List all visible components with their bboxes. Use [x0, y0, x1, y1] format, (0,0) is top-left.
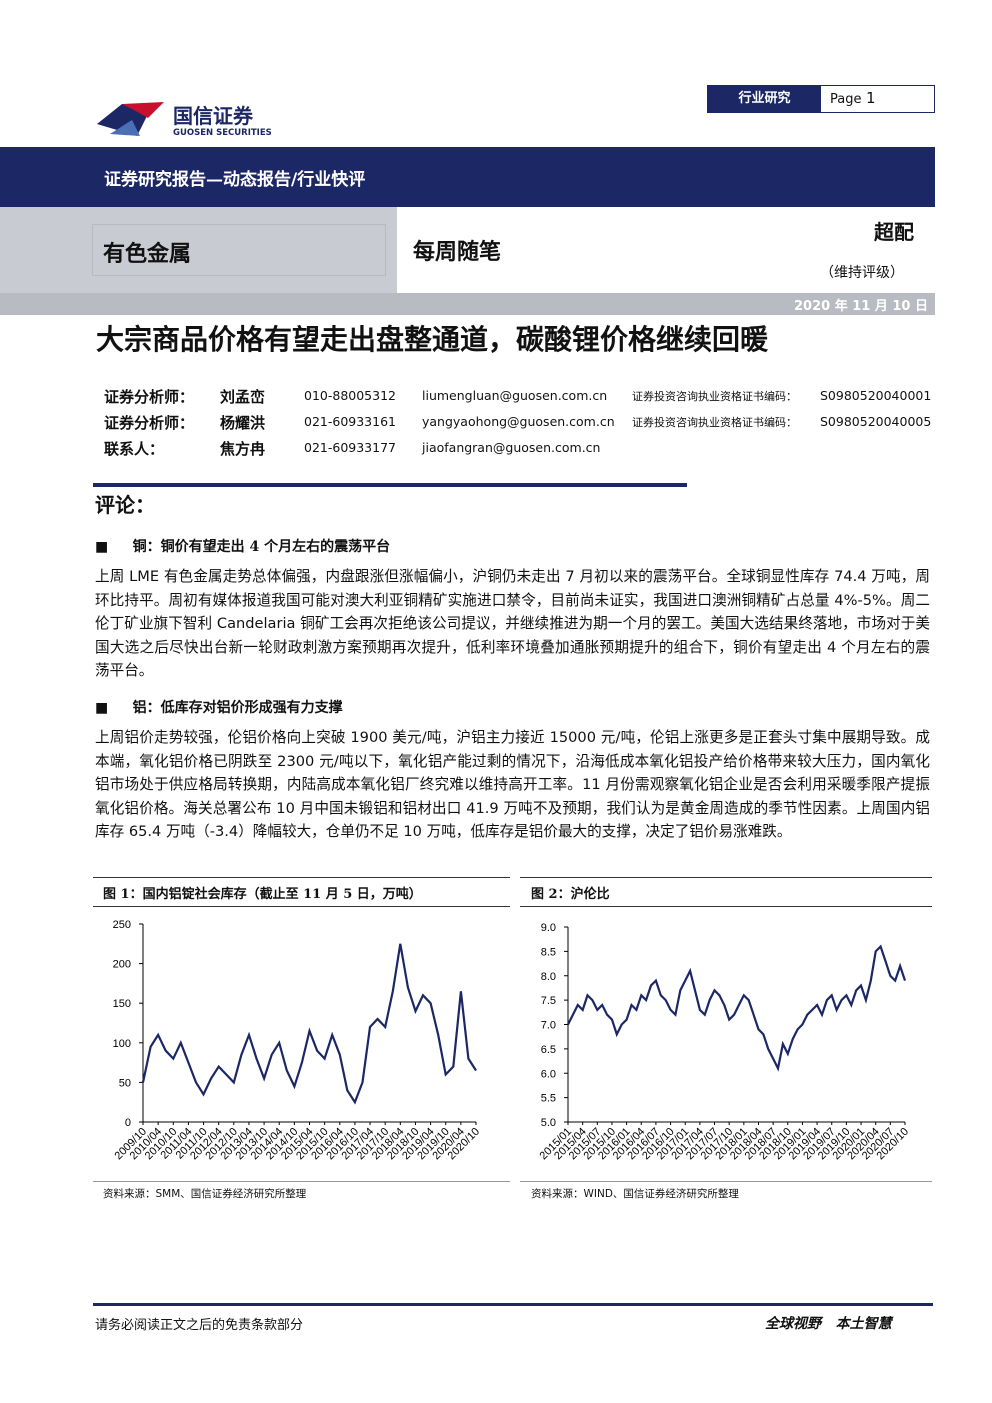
paragraph: 上周 LME 有色金属走势总体偏强，内盘跟涨但涨幅偏小，沪铜仍未走出 7 月初以… [95, 568, 930, 679]
rating: 超配 [874, 220, 914, 244]
sector-bg [0, 207, 397, 293]
report-title: 大宗商品价格有望走出盘整通道，碳酸锂价格继续回暖 [96, 323, 769, 356]
tag-box: 行业研究 Page 1 [707, 85, 935, 113]
y-tick-label: 7.5 [541, 995, 556, 1007]
y-tick-label: 0 [125, 1117, 131, 1129]
phone: 021-60933161 [304, 414, 396, 429]
analyst-name: 刘孟峦 [220, 388, 266, 406]
slogan-part: 本土智慧 [835, 1316, 892, 1332]
page-no: 1 [866, 89, 876, 107]
figure-title: 图 1：国内铝锭社会库存（截止至 11 月 5 日，万吨） [103, 887, 422, 902]
y-tick-label: 8.0 [541, 971, 556, 983]
email: jiaofangran@guosen.com.cn [422, 440, 601, 455]
figure-source: 资料来源：WIND、国信证券经济研究所整理 [531, 1188, 739, 1200]
y-tick-label: 150 [113, 998, 131, 1010]
y-tick-label: 9.0 [541, 922, 556, 934]
figure-header [93, 877, 510, 907]
role: 联系人： [104, 440, 165, 458]
tag: 行业研究 [708, 86, 821, 112]
date-bar [0, 293, 935, 315]
y-tick-label: 50 [119, 1077, 131, 1089]
y-tick-label: 5.0 [541, 1117, 556, 1129]
data-line [567, 944, 907, 1072]
rule [93, 1181, 510, 1182]
phone: 021-60933177 [304, 440, 396, 455]
y-tick-label: 6.5 [541, 1044, 556, 1056]
column: 每周随笔 [413, 239, 502, 265]
figure-header [520, 877, 932, 907]
slogan: 全球视野 本土智慧 [765, 1313, 892, 1333]
y-tick-label: 6.0 [541, 1068, 556, 1080]
rule [93, 483, 687, 487]
cert-no: S0980520040005 [820, 414, 932, 429]
role: 证券分析师： [104, 414, 195, 432]
banner: 证券研究报告—动态报告/行业快评 [104, 170, 366, 190]
section-heading: ■ 铜：铜价有望走出 4 个月左右的震荡平台 [95, 539, 391, 555]
y-tick-label: 5.5 [541, 1093, 556, 1105]
section-heading: ■ 铝：低库存对铝价形成强有力支撑 [95, 700, 343, 716]
cert-label: 证券投资咨询执业资格证书编码： [632, 390, 797, 403]
y-tick-label: 250 [113, 919, 131, 931]
footer-rule [93, 1303, 933, 1306]
figure-title: 图 2：沪伦比 [531, 887, 610, 902]
y-tick-label: 200 [113, 959, 131, 971]
logo-cn: 国信证券 [173, 104, 253, 128]
heading-text: 铜：铜价有望走出 4 个月左右的震荡平台 [132, 539, 391, 555]
sector-box [92, 224, 386, 276]
phone: 010-88005312 [304, 388, 396, 403]
cert-label: 证券投资咨询执业资格证书编码： [632, 416, 797, 429]
paragraph: 上周铝价走势较强，伦铝价格向上突破 1900 美元/吨，沪铝主力接近 15000… [95, 729, 930, 840]
date: 2020 年 11 月 10 日 [794, 299, 928, 314]
figure-source: 资料来源：SMM、国信证券经济研究所整理 [103, 1188, 307, 1200]
page-label: Page [830, 92, 862, 107]
data-line [141, 943, 477, 1105]
chart: 5.05.56.06.57.07.58.08.59.02015/012015/0… [538, 922, 912, 1162]
email: yangyaohong@guosen.com.cn [422, 414, 615, 429]
heading-text: 铝：低库存对铝价形成强有力支撑 [132, 700, 343, 716]
analyst-name: 杨耀洪 [220, 414, 266, 432]
logo-en: GUOSEN SECURITIES [173, 128, 272, 138]
y-tick-label: 100 [113, 1038, 131, 1050]
banner-bg [0, 147, 935, 207]
rating-note: （维持评级） [820, 265, 904, 281]
sector: 有色金属 [103, 241, 192, 267]
analyst-name: 焦方冉 [220, 440, 266, 458]
slogan-part: 全球视野 [765, 1316, 821, 1332]
rule [520, 1181, 932, 1182]
cert-no: S0980520040001 [820, 388, 932, 403]
y-tick-label: 8.5 [541, 946, 556, 958]
logo [97, 102, 164, 136]
comment-heading: 评论： [95, 493, 155, 517]
disclaimer: 请务必阅读正文之后的免责条款部分 [95, 1318, 304, 1333]
email: liumengluan@guosen.com.cn [422, 388, 608, 403]
y-tick-label: 7.0 [541, 1020, 556, 1032]
role: 证券分析师： [104, 388, 195, 406]
chart: 0501001502002502009/102010/042010/102011… [113, 919, 483, 1162]
